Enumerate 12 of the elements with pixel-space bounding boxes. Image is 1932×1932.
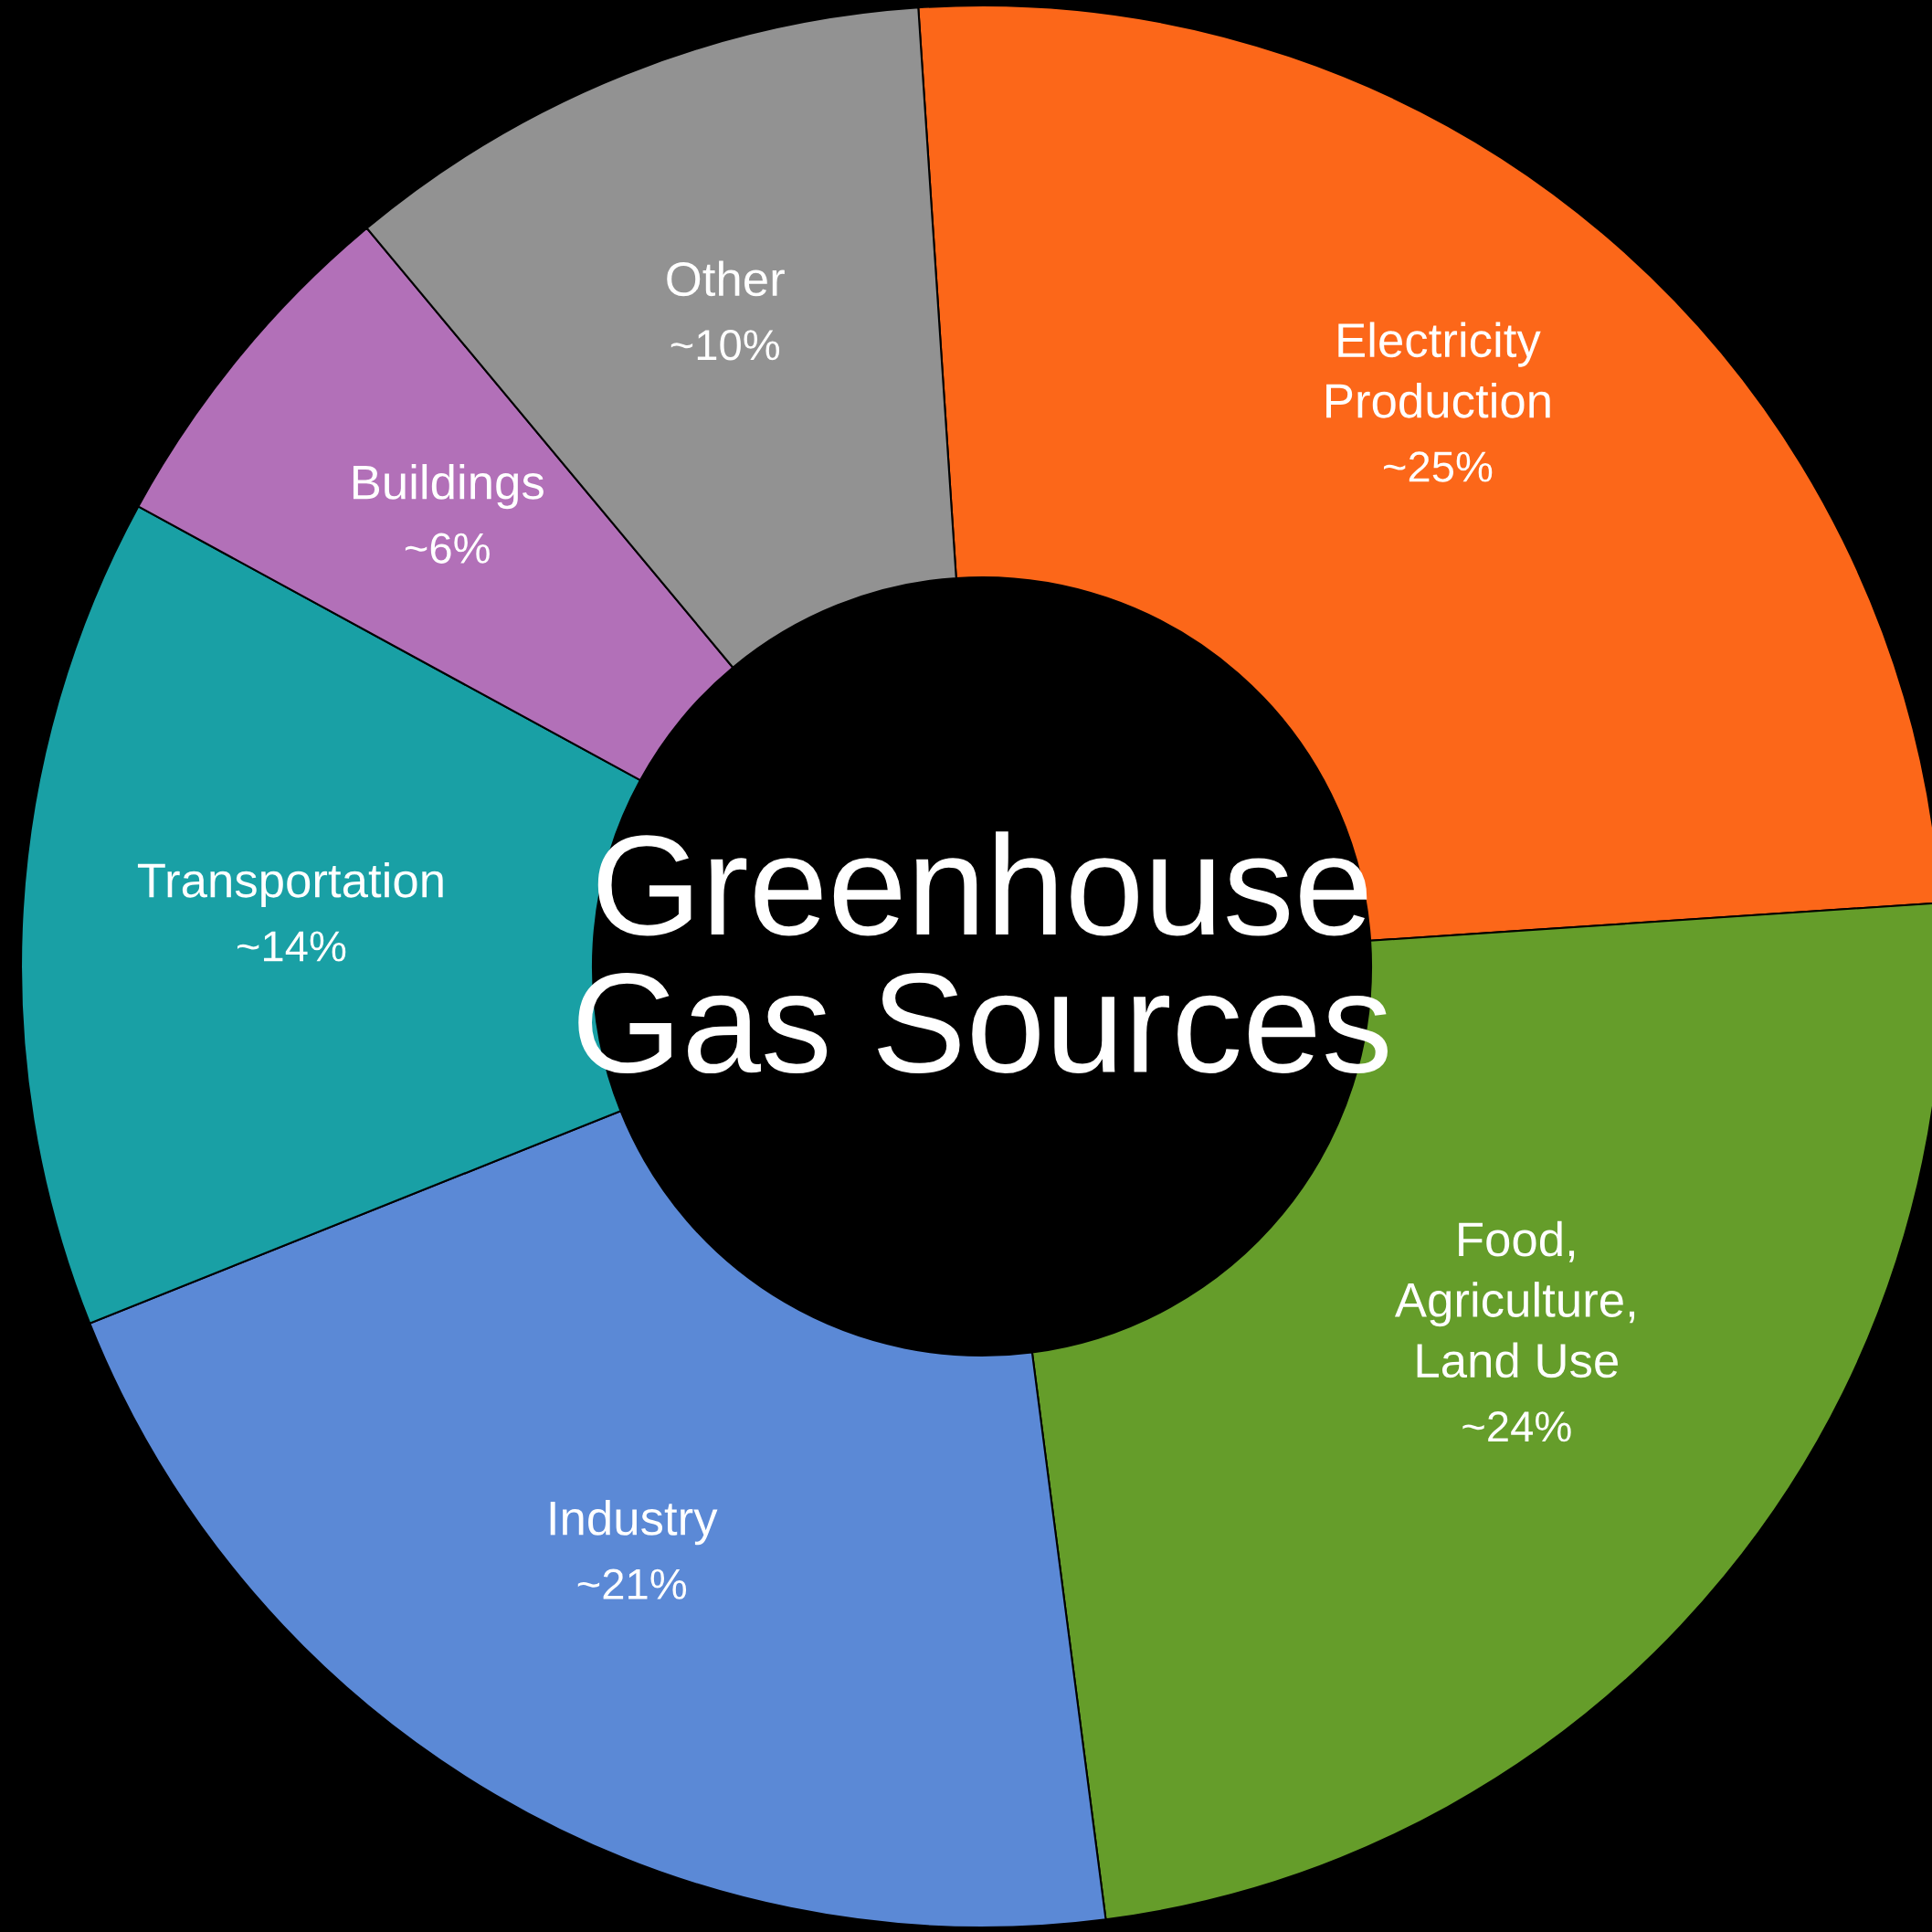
slice-label: Electricity Production bbox=[1326, 322, 1550, 418]
slice-label: Transportation bbox=[137, 861, 443, 908]
data-label: ~25% bbox=[1384, 451, 1493, 482]
data-label: ~21% bbox=[577, 1568, 687, 1599]
slice-label: Food, Agriculture, Land Use bbox=[1394, 1220, 1635, 1378]
slice-label: Buildings bbox=[353, 464, 544, 510]
data-label: ~14% bbox=[237, 931, 346, 962]
data-label: ~10% bbox=[670, 329, 780, 361]
data-label: ~24% bbox=[1462, 1411, 1571, 1442]
slice-label: Industry bbox=[550, 1500, 718, 1546]
data-label: ~6% bbox=[405, 533, 490, 564]
slice-label: Other bbox=[667, 260, 785, 297]
